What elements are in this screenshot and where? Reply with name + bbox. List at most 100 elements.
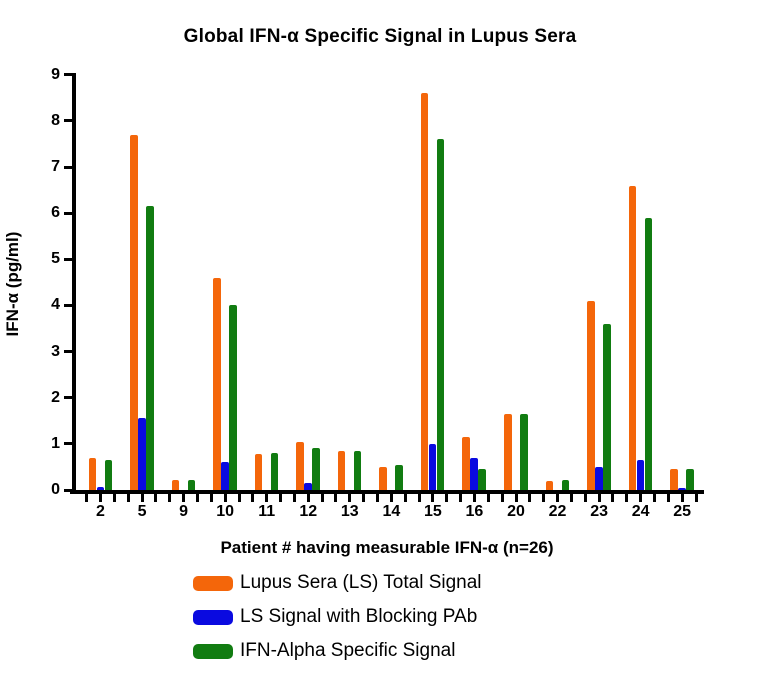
x-tick: [334, 494, 338, 502]
y-tick: [64, 119, 72, 123]
x-tick: [209, 494, 213, 502]
legend: Lupus Sera (LS) Total Signal LS Signal wi…: [193, 571, 482, 673]
x-tick: [362, 494, 366, 502]
y-axis-line: [72, 73, 76, 494]
x-tick: [279, 494, 283, 502]
bar-series3-patient-23: [603, 323, 611, 490]
x-tick: [403, 494, 407, 502]
bar-series1-patient-10: [213, 277, 221, 490]
x-tick: [195, 494, 199, 502]
bar-series1-patient-2: [88, 457, 96, 490]
y-tick: [64, 257, 72, 261]
bar-series3-patient-5: [146, 206, 154, 490]
bar-series2-patient-15: [428, 443, 437, 490]
x-tick: [182, 494, 186, 502]
legend-item: IFN-Alpha Specific Signal: [193, 639, 482, 663]
bar-series2-patient-23: [595, 466, 603, 490]
x-tick: [85, 494, 89, 502]
bar-series3-patient-10: [229, 305, 237, 490]
bar-series1-patient-15: [420, 93, 429, 490]
x-tick: [320, 494, 324, 502]
x-tick: [237, 494, 241, 502]
bar-series1-patient-22: [545, 480, 554, 490]
bar-series1-patient-11: [254, 454, 263, 490]
x-tick-label: 16: [465, 503, 484, 520]
legend-swatch: [193, 575, 233, 591]
y-tick: [64, 165, 72, 169]
y-tick: [64, 303, 72, 307]
bar-series3-patient-22: [561, 479, 570, 490]
x-tick: [500, 494, 504, 502]
bar-series2-patient-12: [304, 483, 312, 490]
bar-series2-patient-25: [678, 487, 686, 490]
bar-series3-patient-13: [353, 450, 362, 490]
x-tick: [265, 494, 269, 502]
y-tick-label: 1: [51, 434, 60, 452]
bar-series3-patient-25: [686, 469, 694, 490]
x-tick: [653, 494, 656, 502]
x-tick-label: 11: [258, 503, 276, 520]
bar-series1-patient-14: [379, 466, 387, 490]
bar-series2-patient-2: [96, 486, 104, 490]
x-axis-line: [70, 490, 704, 494]
y-axis-title: IFN-α (pg/ml): [3, 231, 22, 337]
x-tick-label: 23: [590, 503, 608, 520]
x-tick: [597, 494, 601, 502]
bar-series3-patient-2: [104, 460, 112, 490]
x-tick: [486, 494, 490, 502]
bar-series3-patient-11: [270, 453, 279, 490]
bar-series3-patient-12: [312, 448, 320, 490]
bar-series1-patient-24: [628, 185, 637, 490]
y-tick: [64, 488, 72, 492]
bar-series2-patient-24: [636, 460, 645, 490]
x-tick: [154, 494, 158, 502]
y-tick-label: 9: [51, 65, 60, 83]
x-tick: [348, 494, 352, 502]
x-tick-label: 5: [137, 503, 147, 520]
x-tick-label: 24: [631, 503, 650, 520]
x-tick: [140, 494, 144, 502]
y-tick-label: 7: [51, 158, 60, 176]
x-tick: [666, 494, 670, 502]
x-tick-label: 9: [179, 503, 189, 520]
x-tick-label: 12: [299, 503, 318, 520]
x-tick-label: 2: [96, 503, 105, 520]
bar-series3-patient-24: [644, 217, 653, 490]
x-tick: [376, 494, 379, 502]
chart-title: Global IFN-α Specific Signal in Lupus Se…: [183, 26, 577, 47]
bar-series1-patient-9: [171, 479, 180, 490]
y-tick: [64, 73, 72, 77]
legend-item: LS Signal with Blocking PAb: [193, 605, 482, 629]
x-tick: [445, 494, 449, 502]
x-tick-label: 10: [216, 503, 235, 520]
x-tick: [306, 494, 310, 502]
legend-item: Lupus Sera (LS) Total Signal: [193, 571, 482, 595]
y-tick-label: 0: [51, 481, 60, 498]
x-tick: [583, 494, 587, 502]
legend-swatch: [193, 609, 233, 625]
legend-label: IFN-Alpha Specific Signal: [240, 640, 456, 661]
x-tick: [569, 494, 573, 502]
y-tick-label: 5: [51, 250, 60, 268]
y-tick-label: 8: [51, 111, 60, 129]
x-tick: [112, 494, 116, 502]
bar-series1-patient-20: [504, 413, 512, 490]
x-tick: [223, 494, 227, 502]
x-tick: [542, 494, 546, 502]
x-tick: [514, 494, 518, 502]
x-tick: [251, 494, 255, 502]
x-tick: [611, 494, 615, 502]
bar-series2-patient-10: [221, 462, 229, 490]
y-tick: [64, 211, 72, 215]
x-tick: [472, 494, 476, 502]
x-tick: [431, 494, 435, 502]
x-tick-label: 13: [340, 503, 359, 520]
bar-series1-patient-12: [296, 441, 304, 490]
bar-series3-patient-16: [478, 469, 486, 490]
bar-series3-patient-14: [395, 464, 403, 490]
bar-series1-patient-25: [670, 469, 678, 490]
bar-series1-patient-23: [587, 300, 595, 490]
x-tick: [459, 494, 463, 502]
x-tick: [639, 494, 643, 502]
